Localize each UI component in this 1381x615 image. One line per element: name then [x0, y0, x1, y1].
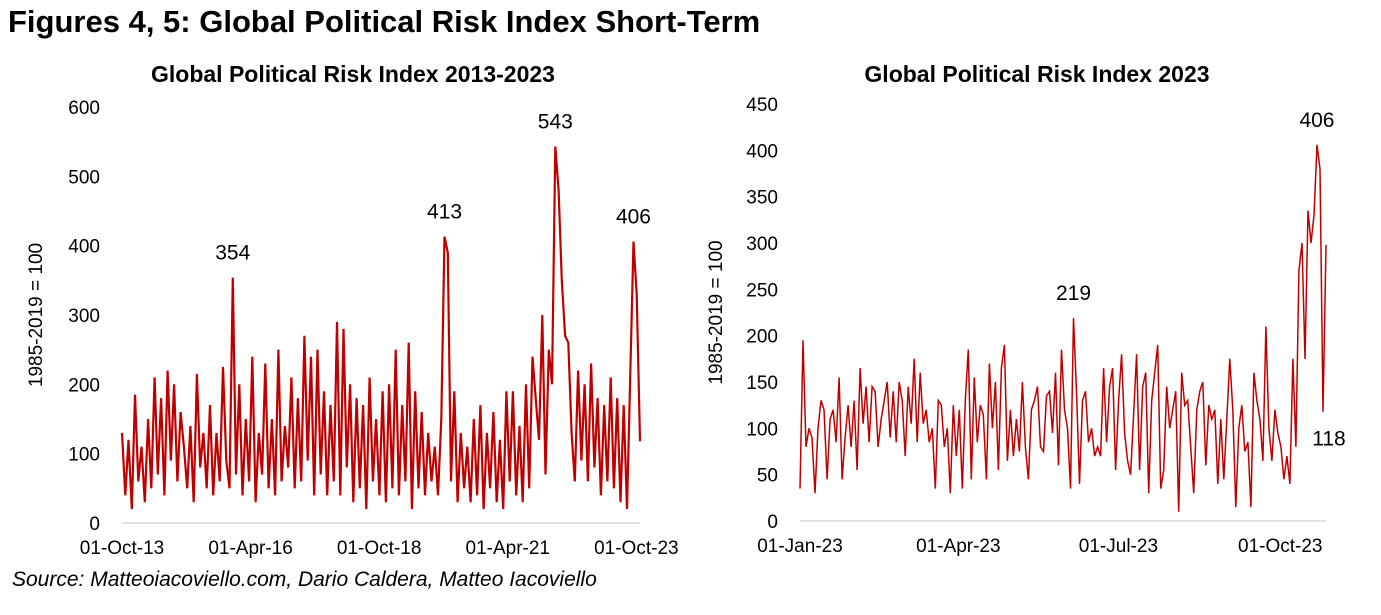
chart-0-y-tick: 500 — [68, 167, 100, 188]
chart-1-data-label: 406 — [1299, 109, 1334, 132]
page-title: Figures 4, 5: Global Political Risk Inde… — [8, 4, 761, 39]
chart-1-x-tick: 01-Apr-23 — [916, 536, 1001, 557]
chart-0-data-label: 406 — [616, 206, 651, 229]
source-note: Source: Matteoiacoviello.com, Dario Cald… — [12, 568, 597, 591]
chart-0-x-tick: 01-Apr-16 — [208, 538, 293, 559]
chart-0-x-tick: 01-Apr-21 — [466, 538, 551, 559]
chart-0-y-axis-label: 1985-2019 = 100 — [26, 243, 47, 387]
chart-1-y-tick: 250 — [746, 280, 778, 301]
chart-0-y-tick: 400 — [68, 237, 100, 258]
chart-1-data-label: 219 — [1056, 282, 1091, 305]
chart-0-data-label: 354 — [215, 242, 250, 265]
chart-1-y-tick: 200 — [746, 327, 778, 348]
chart-0-x-tick: 01-Oct-18 — [337, 538, 421, 559]
chart-0-y-tick: 100 — [68, 445, 100, 466]
chart-1-x-tick: 01-Jul-23 — [1079, 536, 1158, 557]
chart-0-y-tick: 200 — [68, 375, 100, 396]
chart-1-y-tick: 100 — [746, 419, 778, 440]
chart-0-title: Global Political Risk Index 2013-2023 — [151, 61, 555, 87]
chart-1-y-tick: 350 — [746, 188, 778, 209]
chart-0-series-line — [120, 146, 642, 510]
chart-0-x-tick: 01-Oct-13 — [80, 538, 164, 559]
chart-0-y-tick: 0 — [89, 514, 100, 535]
chart-1-series-line — [799, 144, 1327, 512]
chart-1-y-tick: 400 — [746, 141, 778, 162]
chart-1-y-tick: 50 — [757, 466, 778, 487]
chart-1-title: Global Political Risk Index 2023 — [864, 61, 1209, 87]
chart-1-y-tick: 0 — [767, 512, 778, 533]
chart-1-y-tick: 150 — [746, 373, 778, 394]
chart-0-x-tick: 01-Oct-23 — [594, 538, 678, 559]
chart-1-x-tick: 01-Jan-23 — [757, 536, 843, 557]
chart-0-data-label: 413 — [427, 201, 462, 224]
chart-0-data-label: 543 — [538, 111, 573, 134]
chart-0-y-tick: 600 — [68, 98, 100, 119]
chart-1-x-tick: 01-Oct-23 — [1238, 536, 1322, 557]
chart-1-y-tick: 300 — [746, 234, 778, 255]
chart-1-data-label: 118 — [1312, 428, 1345, 451]
chart-0-y-tick: 300 — [68, 306, 100, 327]
chart-1-y-tick: 450 — [746, 95, 778, 116]
chart-1-y-axis-label: 1985-2019 = 100 — [706, 240, 727, 384]
